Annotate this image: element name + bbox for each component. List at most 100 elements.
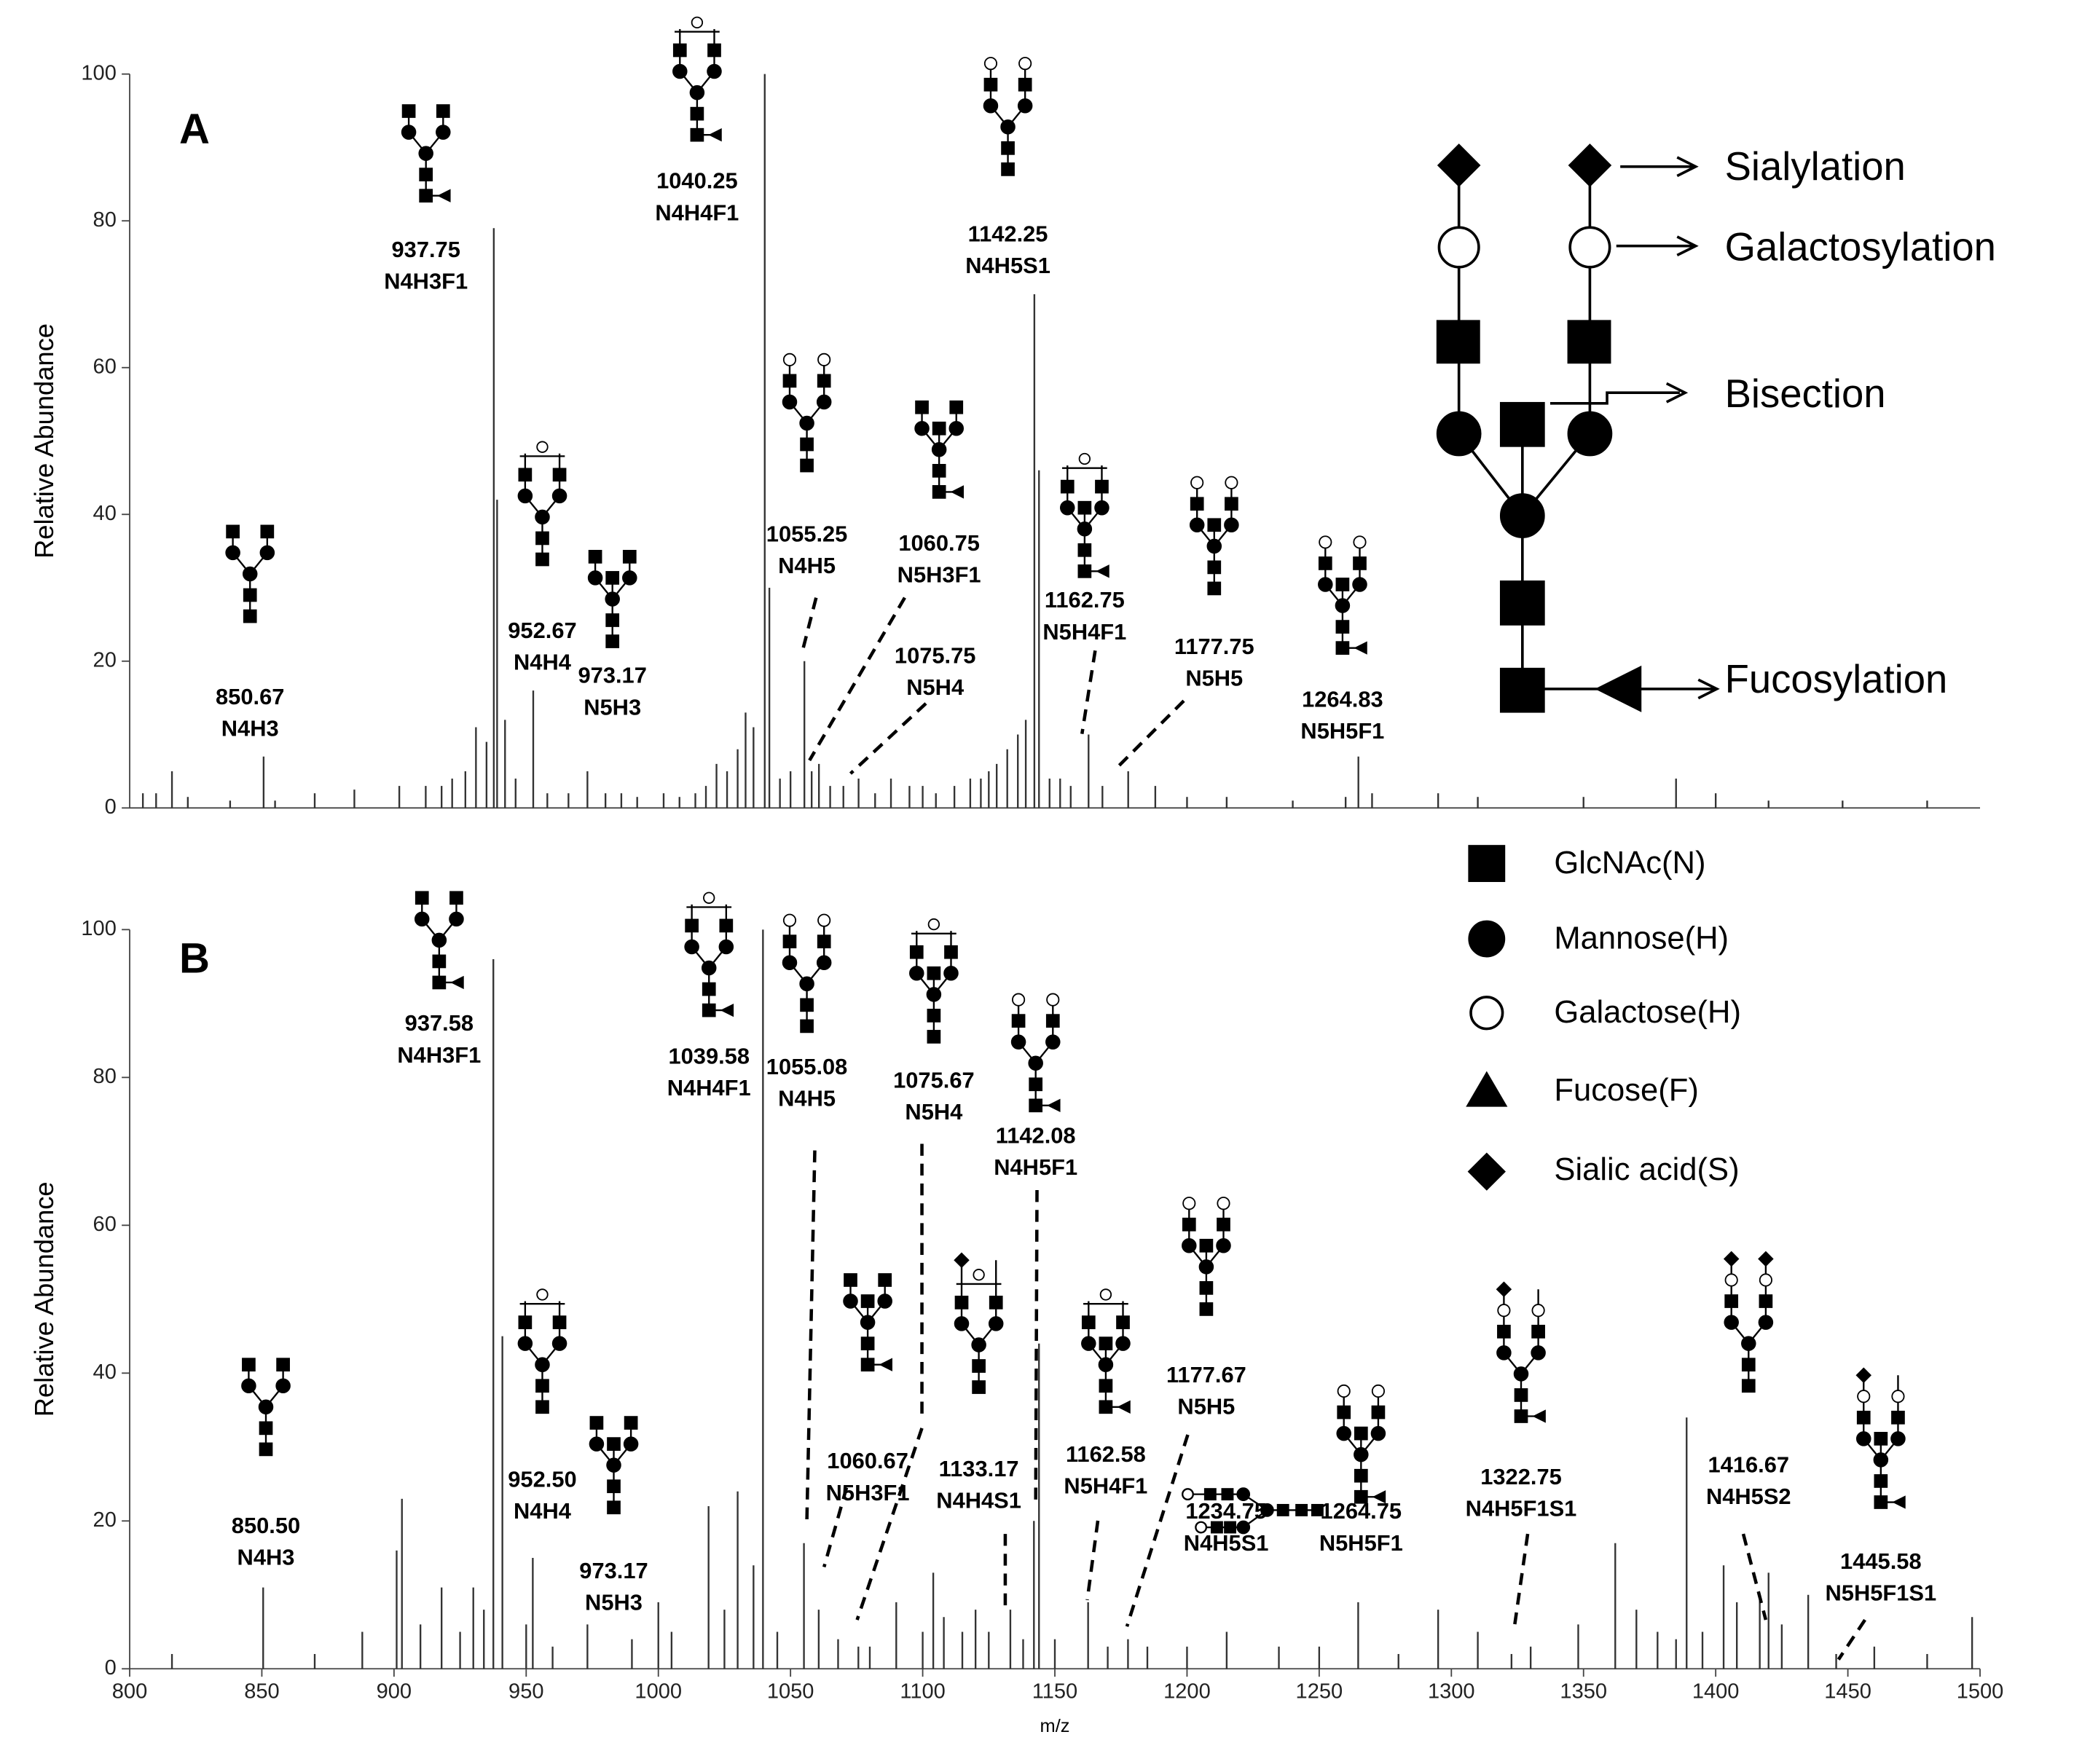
glycan-icon: [782, 353, 832, 473]
mannose: [816, 394, 832, 410]
fucose: [720, 1003, 734, 1017]
glcnac: [1060, 479, 1075, 494]
glcnac: [1217, 1217, 1230, 1232]
mannose: [1198, 1259, 1214, 1275]
glcnac: [782, 934, 797, 949]
glcnac: [927, 1009, 941, 1023]
peak-mz-label: 850.50: [232, 1513, 300, 1538]
glcnac: [800, 1019, 814, 1033]
mannose: [914, 420, 930, 436]
glcnac: [552, 1315, 567, 1329]
x-tick-label: 800: [112, 1680, 147, 1704]
glcnac: [983, 77, 998, 92]
glcnac: [1081, 1315, 1096, 1329]
glcnac: [1371, 1405, 1386, 1420]
glcnac: [242, 1358, 256, 1372]
glcnac: [1353, 556, 1367, 570]
y-tick-label: 80: [93, 208, 117, 232]
x-tick-label: 1200: [1163, 1680, 1211, 1704]
glcnac: [589, 1416, 604, 1430]
glcnac: [518, 468, 533, 482]
x-tick-label: 1500: [1957, 1680, 2004, 1704]
fucose: [1096, 564, 1109, 578]
leader-line: [1034, 1190, 1039, 1508]
leader-line: [849, 702, 927, 775]
y-tick-label: 0: [105, 1656, 117, 1680]
peak-mz-label: 1177.67: [1166, 1362, 1246, 1387]
glcnac: [1741, 1358, 1756, 1372]
x-tick-label: 1050: [767, 1680, 814, 1704]
glcnac: [1514, 1388, 1528, 1402]
glcnac: [1029, 1077, 1043, 1092]
mannose: [1189, 517, 1205, 533]
leader-line: [1080, 650, 1097, 735]
peak-mz-label: 1039.58: [668, 1044, 750, 1069]
leader-line: [1125, 1434, 1190, 1627]
galactose: [927, 918, 940, 931]
glcnac: [1354, 1426, 1368, 1441]
peak-composition-label: N5H5F1: [1319, 1530, 1403, 1556]
glcnac: [1891, 1410, 1905, 1425]
fucose: [1532, 1409, 1546, 1423]
galactose: [973, 1269, 985, 1281]
mannose: [535, 1357, 550, 1372]
mannose: [988, 1316, 1004, 1331]
mannose: [816, 955, 832, 971]
galactose: [1099, 1288, 1112, 1301]
galactose: [703, 891, 715, 904]
mannose: [1236, 1487, 1251, 1501]
mannose: [1873, 1452, 1889, 1468]
mannose: [931, 442, 947, 457]
fucose: [1354, 641, 1367, 655]
glcnac: [949, 400, 964, 414]
y-tick-label: 40: [93, 502, 117, 525]
galactose: [817, 913, 831, 927]
mannose: [587, 570, 603, 586]
peak-mz-label: 1040.25: [656, 168, 738, 194]
y-axis-label: Relative Abundance: [29, 323, 59, 559]
glycan-icon: [1081, 1288, 1131, 1414]
mannose: [1260, 1503, 1274, 1517]
glcnac: [1225, 497, 1238, 511]
peak-composition-label: N4H5F1S1: [1466, 1496, 1577, 1521]
peak-composition-label: N5H4F1: [1042, 619, 1126, 645]
glcnac: [989, 1296, 1003, 1310]
mannose: [877, 1294, 892, 1309]
mannose: [689, 84, 705, 101]
leader-line: [1837, 1618, 1866, 1661]
mannose: [1724, 1315, 1739, 1330]
feature-label: Fucosylation: [1725, 657, 1948, 701]
glycan-icon: [672, 16, 722, 142]
glcnac: [535, 531, 549, 546]
peak-mz-label: 937.58: [405, 1010, 474, 1036]
mannose: [782, 394, 798, 410]
leader-line: [800, 597, 818, 655]
glcnac: [436, 104, 450, 118]
peak-mz-label: 973.17: [578, 663, 646, 688]
mannose: [1017, 98, 1033, 114]
x-tick-label: 900: [377, 1680, 412, 1704]
glcnac: [226, 524, 240, 539]
glcnac: [535, 1379, 549, 1393]
glcnac: [1311, 1503, 1324, 1516]
glcnac: [243, 609, 257, 623]
glycan-icon: [1336, 1384, 1386, 1504]
peak-mz-label: 1060.75: [898, 530, 980, 556]
peak-mz-label: 1055.08: [766, 1054, 848, 1079]
glcnac: [860, 1294, 875, 1308]
galactose: [1190, 476, 1204, 489]
galactose: [1182, 1488, 1194, 1501]
galactose: [782, 913, 797, 927]
glcnac: [1099, 1379, 1113, 1393]
mannose: [684, 939, 699, 955]
fucose: [450, 975, 464, 990]
mannose: [605, 591, 620, 607]
structure-key: [1436, 143, 1720, 713]
panel-label: B: [179, 934, 210, 982]
glcnac: [1874, 1432, 1888, 1446]
glcnac: [1354, 1468, 1368, 1483]
peak-mz-label: 1162.58: [1066, 1441, 1146, 1467]
peak-mz-label: 1075.67: [893, 1067, 975, 1092]
mannose: [1060, 500, 1075, 516]
